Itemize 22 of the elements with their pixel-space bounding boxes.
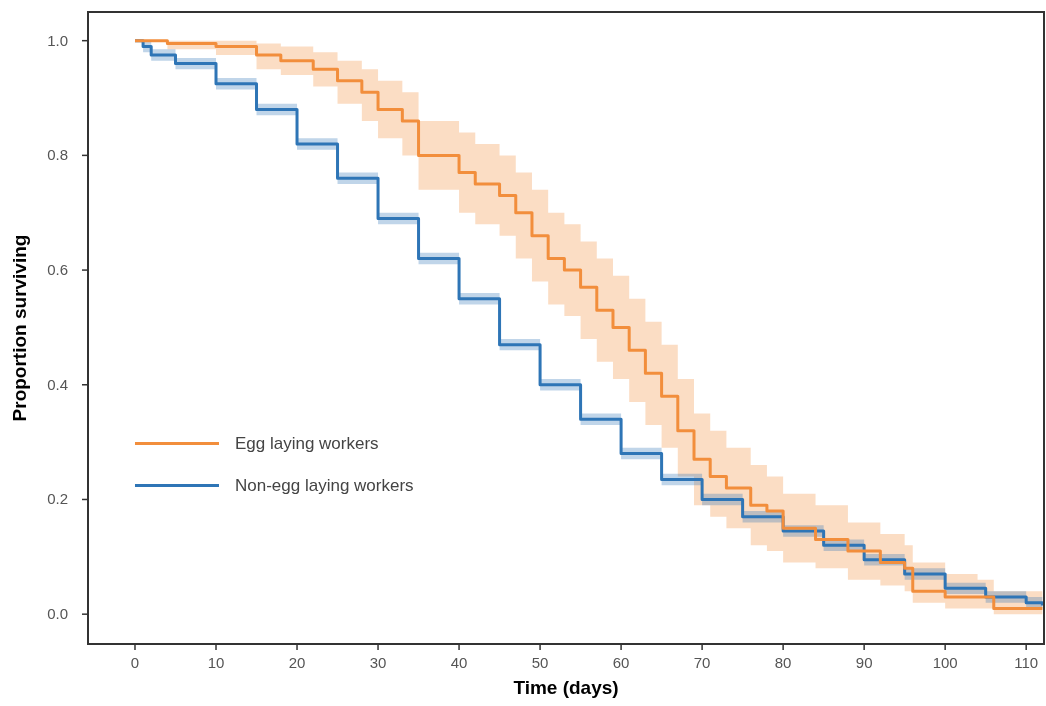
y-tick-label: 0.0 bbox=[47, 605, 68, 623]
x-tick-label: 20 bbox=[288, 654, 306, 671]
y-tick-label: 0.4 bbox=[47, 375, 68, 393]
legend-label: Egg laying workers bbox=[234, 434, 379, 454]
x-tick-label: 30 bbox=[369, 654, 387, 671]
x-tick-label: 50 bbox=[531, 654, 549, 671]
x-tick-label: 60 bbox=[612, 654, 630, 671]
x-tick-label: 40 bbox=[450, 654, 468, 671]
y-tick-label: 0.8 bbox=[47, 146, 68, 164]
x-tick-label: 0 bbox=[130, 654, 140, 671]
x-tick-label: 90 bbox=[855, 654, 873, 671]
y-tick-label: 1.0 bbox=[47, 31, 68, 49]
x-tick-label: 100 bbox=[932, 654, 958, 671]
x-tick-label: 10 bbox=[207, 654, 225, 671]
y-tick-label: 0.2 bbox=[47, 490, 68, 508]
x-tick-label: 70 bbox=[693, 654, 711, 671]
y-tick-label: 0.6 bbox=[47, 261, 68, 279]
y-axis-title: Proportion surviving bbox=[9, 234, 30, 422]
x-axis-title: Time (days) bbox=[513, 677, 619, 698]
x-tick-label: 110 bbox=[1014, 654, 1039, 671]
x-tick-label: 80 bbox=[774, 654, 792, 671]
legend-label: Non-egg laying workers bbox=[234, 476, 414, 496]
